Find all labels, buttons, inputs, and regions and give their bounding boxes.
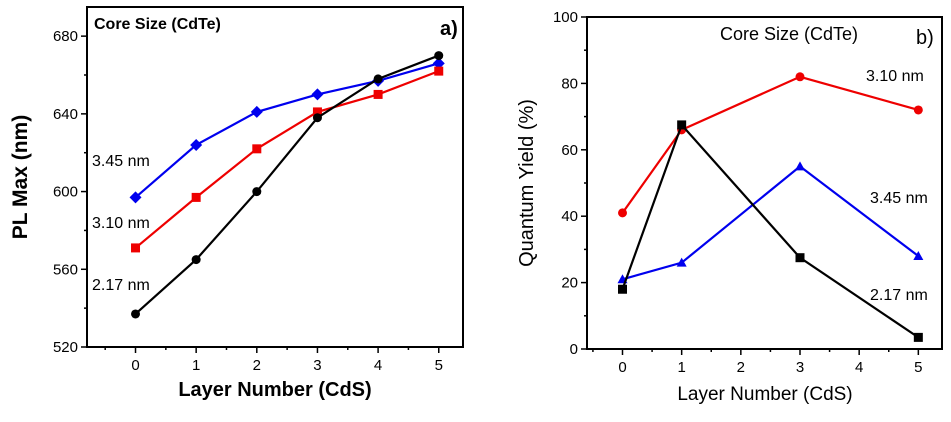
y-tick-label-b: 100: [553, 9, 578, 26]
series-2-17-nm-b: 2.17 nm: [618, 120, 928, 342]
x-tick-label-a: 5: [435, 357, 443, 374]
data-point-3-45-nm-b: [913, 251, 924, 261]
series-group-b: 3.10 nm 3.45 nm 2.17 nm: [617, 68, 928, 342]
x-tick-label-a: 3: [313, 357, 321, 374]
x-tick-label-b: 1: [677, 359, 685, 376]
data-point-2-17-nm-a: [252, 187, 262, 197]
data-point-3-10-nm-a: [131, 243, 141, 253]
y-tick-label-a: 640: [53, 106, 78, 123]
y-tick-label-a: 680: [53, 28, 78, 45]
series-3-45-nm-b: 3.45 nm: [617, 161, 928, 284]
data-point-3-45-nm-a: [190, 138, 203, 151]
data-point-3-10-nm-b: [913, 105, 923, 115]
data-point-3-45-nm-a: [129, 191, 142, 204]
y-tick-label-a: 520: [53, 339, 78, 356]
x-axis-label-b: Layer Number (CdS): [677, 384, 852, 405]
x-tick-label-b: 0: [618, 359, 626, 376]
data-point-3-45-nm-b: [676, 257, 687, 267]
x-tick-label-b: 3: [796, 359, 804, 376]
chart-title-b: Core Size (CdTe): [720, 24, 858, 44]
data-point-3-45-nm-a: [311, 88, 324, 101]
series-label-3-45-nm-a: 3.45 nm: [92, 153, 150, 170]
series-line-3-10-nm-a: [134, 70, 440, 249]
x-tick-label-a: 4: [374, 357, 382, 374]
data-point-3-10-nm-a: [373, 89, 383, 99]
chart-title-a: Core Size (CdTe): [94, 16, 221, 33]
x-tick-label-b: 2: [737, 359, 745, 376]
series-3-45-nm-a: 3.45 nm: [92, 57, 445, 204]
series-3-10-nm-a: 3.10 nm: [92, 66, 444, 253]
x-tick-label-a: 0: [131, 357, 139, 374]
data-point-3-10-nm-b: [618, 208, 627, 218]
data-point-2-17-nm-a: [131, 309, 141, 319]
data-point-3-45-nm-a: [250, 105, 263, 118]
data-point-2-17-nm-a: [434, 51, 444, 61]
y-tick-label-b: 40: [561, 208, 578, 225]
plot-frame-a: [86, 6, 464, 348]
series-group-a: 3.45 nm 3.10 nm 2.17 nm: [92, 51, 445, 319]
data-point-2-17-nm-b: [913, 332, 923, 342]
series-line-2-17-nm-b: [621, 122, 919, 339]
series-label-3-10-nm-a: 3.10 nm: [92, 215, 150, 232]
data-point-3-10-nm-a: [191, 192, 201, 202]
data-point-3-10-nm-a: [312, 107, 322, 117]
data-point-3-10-nm-a: [252, 144, 262, 154]
series-3-10-nm-b: 3.10 nm: [618, 68, 924, 218]
y-axis-label-b: Quantum Yield (%): [516, 99, 538, 267]
data-point-2-17-nm-b: [618, 284, 627, 294]
x-tick-label-b: 5: [914, 359, 922, 376]
series-label-3-45-nm-b: 3.45 nm: [870, 190, 928, 207]
data-point-2-17-nm-a: [191, 255, 201, 265]
chart-panel-a: Core Size (CdTe) a) Layer Number (CdS) P…: [9, 6, 464, 401]
series-line-3-45-nm-b: [622, 165, 919, 281]
series-label-2-17-nm-b: 2.17 nm: [870, 287, 928, 304]
x-tick-label-b: 4: [855, 359, 863, 376]
series-line-3-45-nm-a: [134, 62, 440, 199]
data-point-2-17-nm-b: [795, 253, 805, 263]
x-tick-label-a: 2: [253, 357, 261, 374]
data-point-2-17-nm-a: [312, 113, 322, 123]
panel-label-b: b): [916, 27, 934, 49]
y-tick-label-b: 60: [561, 142, 578, 159]
data-point-3-45-nm-a: [432, 57, 445, 70]
data-point-3-10-nm-b: [795, 72, 805, 82]
series-line-2-17-nm-a: [134, 54, 440, 315]
panel-label-a: a): [440, 18, 458, 40]
y-tick-label-b: 0: [570, 341, 578, 358]
x-tick-label-a: 1: [192, 357, 200, 374]
series-2-17-nm-a: 2.17 nm: [92, 51, 444, 319]
y-tick-label-a: 560: [53, 261, 78, 278]
data-point-3-10-nm-a: [434, 66, 444, 76]
ticks-a: 0 1 2 3 4 5 520 560 600 640 680: [53, 28, 443, 374]
y-tick-label-b: 20: [561, 275, 578, 292]
series-label-3-10-nm-b: 3.10 nm: [866, 68, 924, 85]
y-tick-label-b: 80: [561, 75, 578, 92]
data-point-2-17-nm-a: [373, 74, 383, 84]
ticks-b: 0 1 2 3 4 5 0 20 40 60 80 100: [553, 9, 923, 376]
chart-panel-b: Core Size (CdTe) b) Layer Number (CdS) Q…: [516, 9, 943, 405]
y-axis-label-a: PL Max (nm): [9, 115, 32, 239]
y-tick-label-a: 600: [53, 184, 78, 201]
data-point-3-45-nm-b: [795, 161, 805, 171]
x-axis-label-a: Layer Number (CdS): [178, 379, 371, 401]
series-label-2-17-nm-a: 2.17 nm: [92, 277, 150, 294]
series-line-3-10-nm-b: [621, 75, 919, 214]
data-point-2-17-nm-b: [677, 120, 687, 130]
